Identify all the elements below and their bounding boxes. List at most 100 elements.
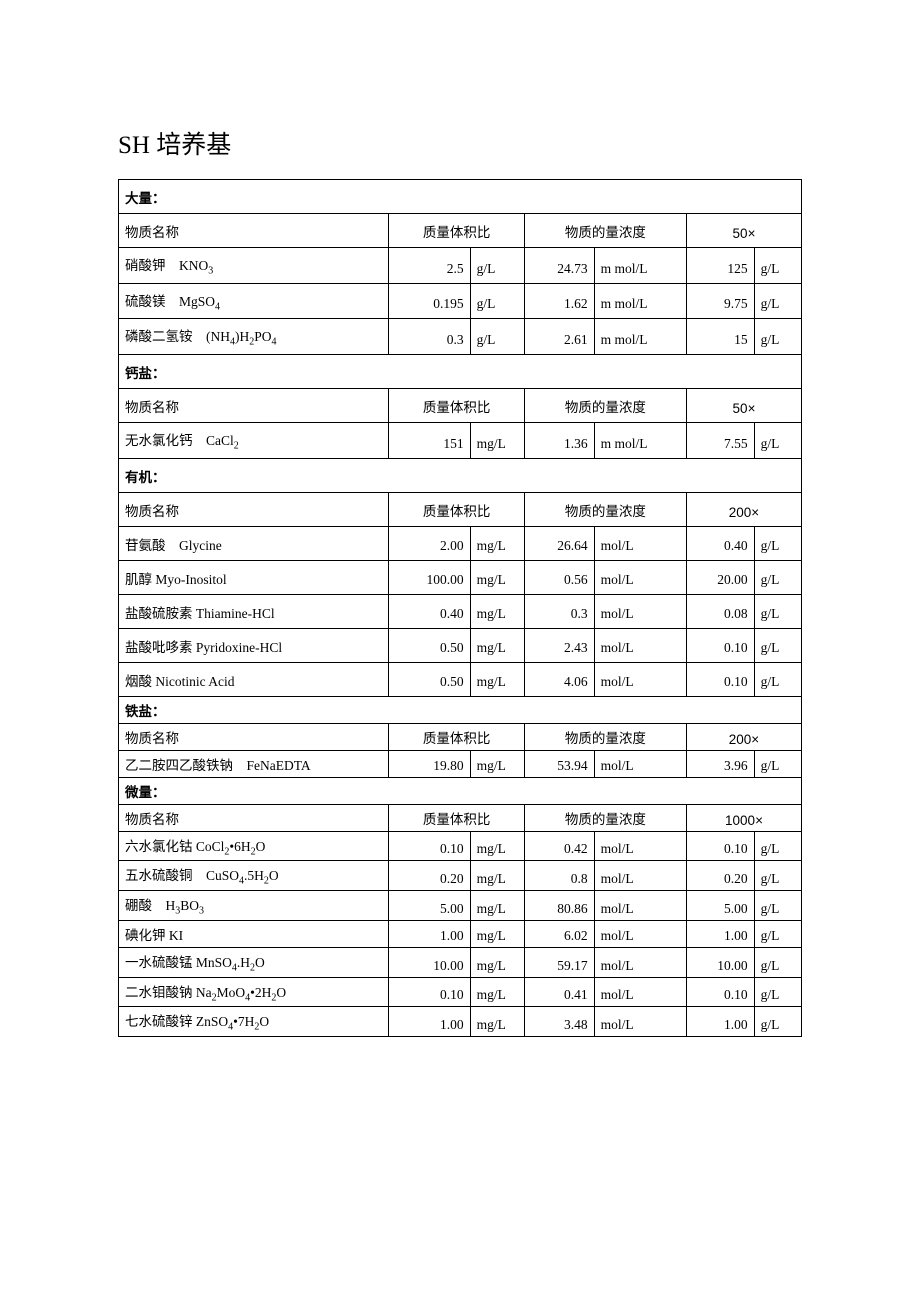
molar-unit: mol/L	[594, 750, 686, 777]
col-name: 物质名称	[119, 214, 389, 248]
molar-unit: mol/L	[594, 861, 686, 891]
mass-value: 0.40	[389, 594, 470, 628]
molar-unit: mol/L	[594, 947, 686, 977]
col-massvol: 质量体积比	[389, 723, 524, 750]
molar-unit: mol/L	[594, 662, 686, 696]
stock-unit: g/L	[754, 1007, 801, 1037]
col-molar: 物质的量浓度	[524, 214, 686, 248]
molar-value: 2.43	[524, 628, 594, 662]
col-name: 物质名称	[119, 389, 389, 423]
molar-unit: m mol/L	[594, 319, 686, 355]
table-row: 七水硫酸锌 ZnSO4•7H2O1.00mg/L3.48mol/L1.00g/L	[119, 1007, 802, 1037]
molar-value: 59.17	[524, 947, 594, 977]
substance-name: 盐酸硫胺素 Thiamine-HCl	[119, 594, 389, 628]
molar-unit: mol/L	[594, 628, 686, 662]
molar-unit: mol/L	[594, 1007, 686, 1037]
mass-value: 1.00	[389, 1007, 470, 1037]
col-molar: 物质的量浓度	[524, 492, 686, 526]
molar-value: 0.56	[524, 560, 594, 594]
section-label: 有机：	[119, 458, 802, 492]
table-row: 硫酸镁 MgSO40.195g/L1.62m mol/L9.75g/L	[119, 283, 802, 319]
mass-unit: mg/L	[470, 526, 524, 560]
stock-value: 0.10	[687, 628, 755, 662]
substance-name: 无水氯化钙 CaCl2	[119, 423, 389, 459]
table-row: 乙二胺四乙酸铁钠 FeNaEDTA19.80mg/L53.94mol/L3.96…	[119, 750, 802, 777]
substance-name: 乙二胺四乙酸铁钠 FeNaEDTA	[119, 750, 389, 777]
medium-table: 大量：物质名称质量体积比物质的量浓度50×硝酸钾 KNO32.5g/L24.73…	[118, 179, 802, 1037]
stock-unit: g/L	[754, 628, 801, 662]
stock-unit: g/L	[754, 750, 801, 777]
stock-unit: g/L	[754, 283, 801, 319]
table-row: 一水硫酸锰 MnSO4.H2O10.00mg/L59.17mol/L10.00g…	[119, 947, 802, 977]
mass-unit: mg/L	[470, 560, 524, 594]
stock-unit: g/L	[754, 662, 801, 696]
substance-name: 碘化钾 KI	[119, 920, 389, 947]
mass-value: 151	[389, 423, 470, 459]
col-name: 物质名称	[119, 723, 389, 750]
stock-value: 0.10	[687, 662, 755, 696]
stock-value: 125	[687, 248, 755, 284]
col-multiplier: 200×	[687, 492, 802, 526]
mass-value: 0.50	[389, 662, 470, 696]
stock-value: 0.20	[687, 861, 755, 891]
mass-unit: g/L	[470, 283, 524, 319]
section-label: 微量：	[119, 777, 802, 804]
mass-unit: mg/L	[470, 920, 524, 947]
mass-unit: mg/L	[470, 977, 524, 1007]
stock-value: 1.00	[687, 920, 755, 947]
mass-value: 1.00	[389, 920, 470, 947]
section-label: 钙盐：	[119, 355, 802, 389]
mass-unit: mg/L	[470, 947, 524, 977]
stock-unit: g/L	[754, 248, 801, 284]
mass-unit: mg/L	[470, 891, 524, 921]
stock-value: 20.00	[687, 560, 755, 594]
mass-unit: mg/L	[470, 628, 524, 662]
mass-value: 0.20	[389, 861, 470, 891]
molar-unit: mol/L	[594, 560, 686, 594]
table-row: 盐酸硫胺素 Thiamine-HCl0.40mg/L0.3mol/L0.08g/…	[119, 594, 802, 628]
molar-value: 0.8	[524, 861, 594, 891]
col-massvol: 质量体积比	[389, 804, 524, 831]
mass-value: 2.00	[389, 526, 470, 560]
table-row: 烟酸 Nicotinic Acid0.50mg/L4.06mol/L0.10g/…	[119, 662, 802, 696]
substance-name: 磷酸二氢铵 (NH4)H2PO4	[119, 319, 389, 355]
col-massvol: 质量体积比	[389, 389, 524, 423]
molar-value: 53.94	[524, 750, 594, 777]
molar-value: 0.3	[524, 594, 594, 628]
substance-name: 肌醇 Myo-Inositol	[119, 560, 389, 594]
molar-value: 4.06	[524, 662, 594, 696]
col-molar: 物质的量浓度	[524, 804, 686, 831]
mass-unit: mg/L	[470, 423, 524, 459]
substance-name: 五水硫酸铜 CuSO4.5H2O	[119, 861, 389, 891]
mass-value: 100.00	[389, 560, 470, 594]
mass-value: 0.3	[389, 319, 470, 355]
col-multiplier: 1000×	[687, 804, 802, 831]
col-multiplier: 50×	[687, 214, 802, 248]
mass-unit: mg/L	[470, 750, 524, 777]
stock-value: 3.96	[687, 750, 755, 777]
substance-name: 二水钼酸钠 Na2MoO4•2H2O	[119, 977, 389, 1007]
table-row: 苷氨酸 Glycine2.00mg/L26.64mol/L0.40g/L	[119, 526, 802, 560]
stock-unit: g/L	[754, 423, 801, 459]
stock-value: 0.10	[687, 831, 755, 861]
molar-unit: m mol/L	[594, 248, 686, 284]
section-label: 大量：	[119, 180, 802, 214]
mass-value: 2.5	[389, 248, 470, 284]
mass-unit: mg/L	[470, 662, 524, 696]
mass-value: 0.10	[389, 977, 470, 1007]
stock-unit: g/L	[754, 319, 801, 355]
stock-value: 0.08	[687, 594, 755, 628]
table-row: 盐酸吡哆素 Pyridoxine-HCl0.50mg/L2.43mol/L0.1…	[119, 628, 802, 662]
stock-unit: g/L	[754, 977, 801, 1007]
mass-value: 0.50	[389, 628, 470, 662]
table-row: 磷酸二氢铵 (NH4)H2PO40.3g/L2.61m mol/L15g/L	[119, 319, 802, 355]
stock-value: 5.00	[687, 891, 755, 921]
table-row: 二水钼酸钠 Na2MoO4•2H2O0.10mg/L0.41mol/L0.10g…	[119, 977, 802, 1007]
substance-name: 苷氨酸 Glycine	[119, 526, 389, 560]
stock-unit: g/L	[754, 861, 801, 891]
molar-value: 3.48	[524, 1007, 594, 1037]
stock-unit: g/L	[754, 594, 801, 628]
document-title: SH 培养基	[118, 125, 802, 161]
col-massvol: 质量体积比	[389, 214, 524, 248]
table-row: 硝酸钾 KNO32.5g/L24.73m mol/L125g/L	[119, 248, 802, 284]
